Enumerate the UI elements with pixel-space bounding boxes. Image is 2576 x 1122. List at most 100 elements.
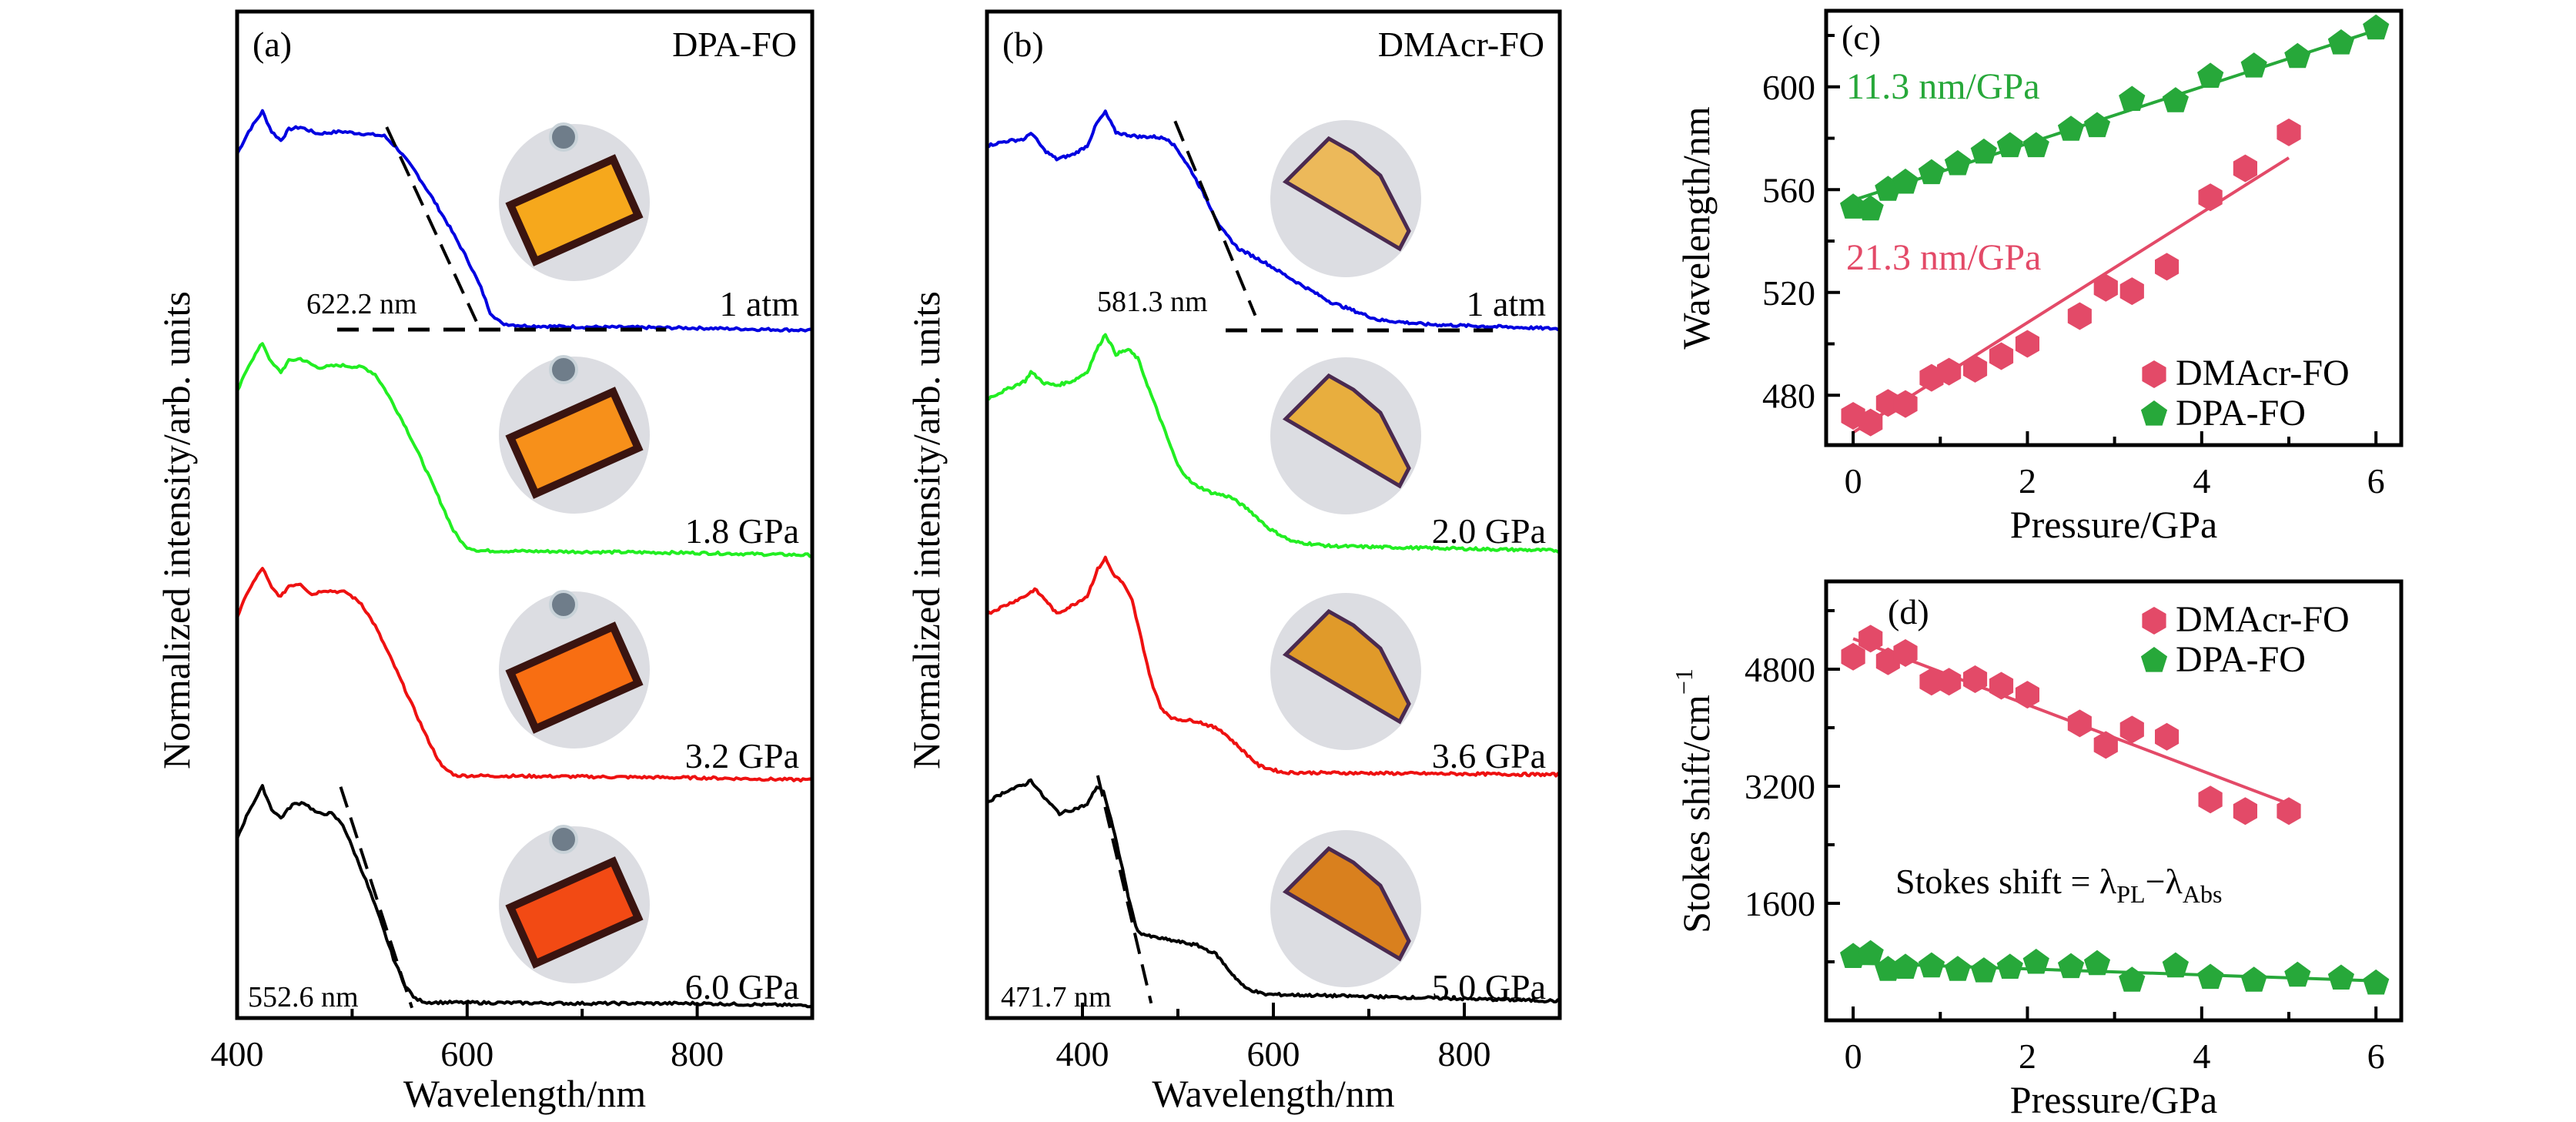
spectrum-line-1-atm bbox=[985, 778, 1561, 1004]
legend-label: DMAcr-FO bbox=[2176, 353, 2350, 394]
crystal-body bbox=[1282, 373, 1411, 489]
sub-abs: Abs bbox=[2183, 880, 2223, 908]
crystal-body bbox=[1282, 608, 1411, 725]
spectrum-line-2-0-gpa bbox=[985, 555, 1561, 778]
y-axis-title: Normalized intensity/arb. units bbox=[905, 291, 948, 769]
hexagon-marker bbox=[2067, 302, 2092, 330]
pressure-label: 3.2 GPa bbox=[685, 736, 799, 775]
hexagon-marker bbox=[1937, 357, 1962, 386]
crystal-photo-inset bbox=[1270, 593, 1421, 750]
crystal-photo-inset bbox=[499, 355, 650, 514]
hexagon-marker bbox=[2233, 797, 2257, 826]
pentagon-marker bbox=[1944, 956, 1971, 981]
crystal-photo-inset bbox=[1270, 830, 1421, 987]
hexagon-marker bbox=[1937, 668, 1962, 696]
absorption-edge-tangent bbox=[1173, 120, 1257, 317]
hexagon-marker bbox=[2155, 253, 2180, 281]
pentagon-marker bbox=[2057, 116, 2085, 141]
crystal-body bbox=[515, 397, 634, 489]
crystal-photo-inset bbox=[1270, 357, 1421, 514]
pentagon-marker bbox=[2284, 42, 2311, 69]
pentagon-marker bbox=[2083, 112, 2111, 138]
scatter-plot bbox=[1840, 625, 2390, 995]
legend-label: DPA-FO bbox=[2176, 393, 2306, 434]
hexagon-marker bbox=[2093, 731, 2118, 759]
pentagon-marker bbox=[2363, 14, 2390, 40]
crystal-body bbox=[515, 631, 634, 724]
x-tick-label: 4 bbox=[2193, 1037, 2210, 1076]
absorption-edge-label: 622.2 nm bbox=[306, 288, 417, 320]
pentagon-marker bbox=[2022, 132, 2049, 158]
hexagon-marker bbox=[2277, 118, 2301, 146]
pentagon-marker bbox=[1970, 138, 1997, 164]
crystal-body bbox=[1282, 846, 1411, 962]
hexagon-marker bbox=[2198, 785, 2223, 814]
crystal-photo-inset bbox=[1270, 120, 1421, 277]
spectrum-line-3-2-gpa bbox=[236, 342, 813, 558]
hexagon-marker bbox=[1893, 390, 1918, 418]
x-tick-label: 400 bbox=[1056, 1034, 1109, 1073]
lambda-abs: λ bbox=[2166, 862, 2183, 901]
x-tick-label: 400 bbox=[211, 1034, 264, 1073]
ruby-gem-icon bbox=[549, 590, 578, 619]
hexagon-marker bbox=[2093, 273, 2118, 302]
pentagon-marker bbox=[2083, 950, 2111, 976]
panel-label: (d) bbox=[1888, 592, 1929, 631]
absorption-edge-tangent bbox=[385, 126, 478, 323]
y-axis-title: Normalized intensity/arb. units bbox=[155, 291, 198, 769]
pentagon-marker bbox=[1918, 159, 1945, 185]
hexagon-marker bbox=[2015, 330, 2039, 358]
pressure-label: 1 atm bbox=[1467, 284, 1547, 323]
crystal-photo-inset bbox=[499, 122, 650, 281]
x-ticks: 400 600 800 bbox=[1056, 1003, 1491, 1073]
absorption-edge-label: 471.7 nm bbox=[1001, 981, 1112, 1013]
pentagon-marker bbox=[2140, 647, 2168, 672]
y-tick-label: 600 bbox=[1762, 68, 1815, 107]
x-tick-label: 600 bbox=[440, 1034, 493, 1073]
pentagon-marker bbox=[1996, 953, 2023, 979]
sub-pl: PL bbox=[2116, 880, 2145, 908]
scatter-plot bbox=[1840, 14, 2390, 437]
pentagon-marker bbox=[1970, 957, 1997, 983]
plot-frame bbox=[235, 9, 815, 1020]
pentagon-marker bbox=[1857, 195, 1884, 221]
x-tick-label: 0 bbox=[1845, 461, 1862, 501]
absorption-edge-tangent bbox=[339, 786, 413, 1009]
legend-label: DMAcr-FO bbox=[2176, 599, 2350, 640]
x-tick-label: 600 bbox=[1247, 1034, 1300, 1073]
pentagon-marker bbox=[2240, 966, 2267, 992]
spectrum-line-6-0-gpa bbox=[236, 109, 813, 333]
x-tick-label: 6 bbox=[2367, 461, 2385, 501]
crystal-body bbox=[1282, 136, 1411, 252]
pentagon-marker bbox=[2240, 52, 2267, 78]
dmacr-slope-label: 21.3 nm/GPa bbox=[1846, 237, 2041, 278]
pentagon-marker bbox=[2162, 87, 2189, 112]
pentagon-marker bbox=[2022, 949, 2049, 974]
spectrum-line-1-atm bbox=[236, 784, 813, 1009]
spectra: 6.0 GPa 622.2 nm 3.2 GPa 1.8 GPa 1 atm 552.6 … bbox=[236, 109, 813, 1013]
panel-label: (a) bbox=[253, 25, 292, 64]
ruby-gem-icon bbox=[549, 825, 578, 854]
pentagon-marker bbox=[1857, 939, 1884, 966]
hexagon-marker bbox=[1858, 408, 1883, 437]
pentagon-marker bbox=[2057, 953, 2085, 979]
pentagon-marker bbox=[2197, 963, 2224, 990]
x-axis-title: Wavelength/nm bbox=[403, 1072, 646, 1115]
x-tick-label: 0 bbox=[1845, 1037, 1862, 1076]
panel-title: DMAcr-FO bbox=[1378, 25, 1544, 64]
pentagon-marker bbox=[1944, 149, 1971, 176]
pressure-label: 3.6 GPa bbox=[1432, 736, 1546, 775]
axis-ticks: 0 2 4 6 480 520 560 600 bbox=[1762, 34, 2385, 501]
pentagon-marker bbox=[1840, 193, 1867, 219]
hexagon-marker bbox=[2198, 183, 2223, 212]
hexagon-marker bbox=[2142, 360, 2166, 388]
pentagon-marker bbox=[1918, 952, 1945, 978]
hexagon-marker bbox=[2142, 607, 2166, 635]
panel-title: DPA-FO bbox=[672, 25, 797, 64]
y-axis-title-superscript: −1 bbox=[1670, 668, 1698, 695]
hexagon-marker bbox=[1963, 354, 1988, 383]
hexagon-marker bbox=[2277, 797, 2301, 826]
